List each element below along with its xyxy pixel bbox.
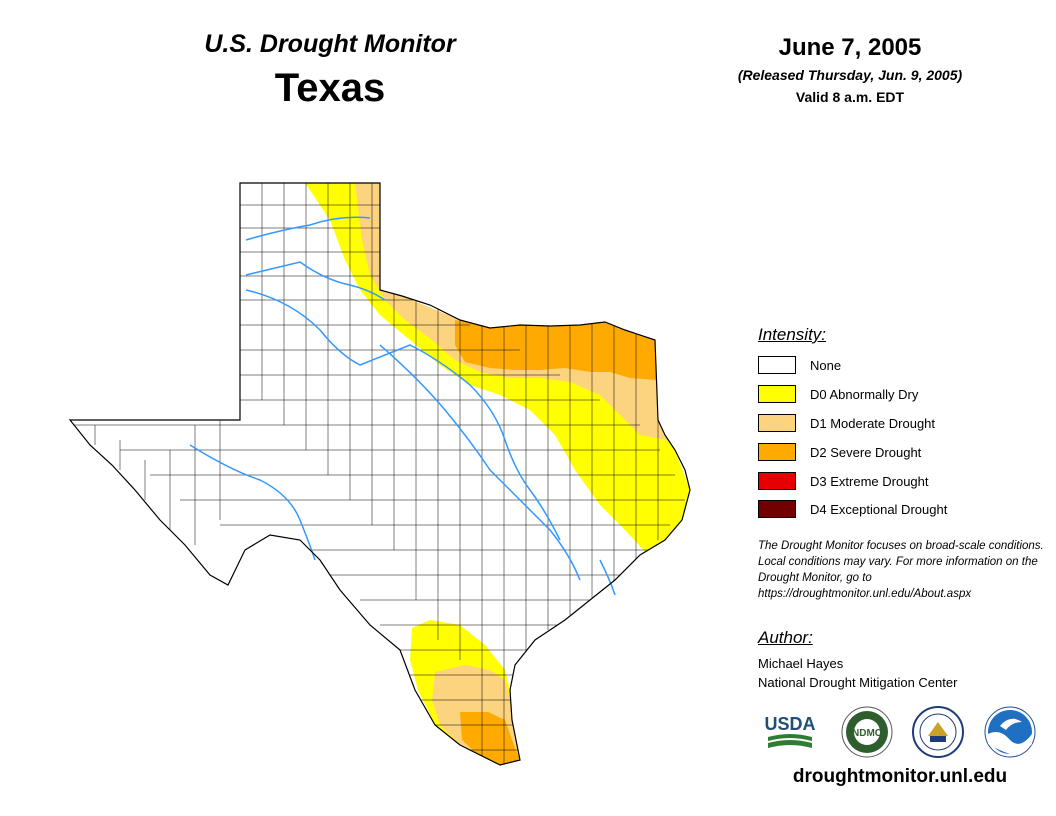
usda-logo: USDA <box>764 714 816 748</box>
site-url[interactable]: droughtmonitor.unl.edu <box>792 766 1008 787</box>
legend-label: D1 Moderate Drought <box>810 415 936 431</box>
d1-region-north <box>355 183 668 440</box>
legend-swatch <box>758 443 796 461</box>
map-date: June 7, 2005 <box>778 34 922 61</box>
disclaimer-note: The Drought Monitor focuses on broad-sca… <box>758 540 1044 600</box>
author-org: National Drought Mitigation Center <box>758 675 958 690</box>
ndmc-seal: NDMC <box>841 706 893 758</box>
legend-label: D4 Exceptional Drought <box>810 501 948 517</box>
legend-item-d3: D3 Extreme Drought <box>758 471 929 491</box>
author-title: Author: <box>758 628 813 647</box>
legend-swatch <box>758 500 796 518</box>
texas-outline <box>68 182 691 766</box>
legend-swatch <box>758 472 796 490</box>
legend-label: None <box>810 357 842 373</box>
texas-drought-map <box>68 182 691 766</box>
county-lines <box>70 183 685 765</box>
map-title: Texas <box>274 66 386 110</box>
agency-logos: USDA NDMC <box>764 706 1036 758</box>
release-date: (Released Thursday, Jun. 9, 2005) <box>737 67 963 83</box>
commerce-seal <box>912 706 964 758</box>
legend-label: D2 Severe Drought <box>810 444 922 460</box>
legend-item-none: None <box>758 355 841 375</box>
legend-swatch <box>758 356 796 374</box>
noaa-logo <box>984 706 1036 758</box>
valid-time: Valid 8 a.m. EDT <box>795 89 905 105</box>
d2-region-north <box>455 320 657 380</box>
legend-item-d1: D1 Moderate Drought <box>758 413 935 433</box>
legend-label: D3 Extreme Drought <box>810 473 929 489</box>
rivers <box>189 216 616 596</box>
legend-item-d0: D0 Abnormally Dry <box>758 384 918 404</box>
legend-item-d2: D2 Severe Drought <box>758 442 921 462</box>
legend-swatch <box>758 385 796 403</box>
legend-label: D0 Abnormally Dry <box>810 386 919 402</box>
svg-text:USDA: USDA <box>764 714 815 734</box>
author-name: Michael Hayes <box>758 656 844 671</box>
legend-item-d4: D4 Exceptional Drought <box>758 499 947 519</box>
map-subtitle: U.S. Drought Monitor <box>204 30 456 58</box>
legend-swatch <box>758 414 796 432</box>
legend-title: Intensity: <box>758 325 827 344</box>
svg-text:NDMC: NDMC <box>852 728 882 739</box>
